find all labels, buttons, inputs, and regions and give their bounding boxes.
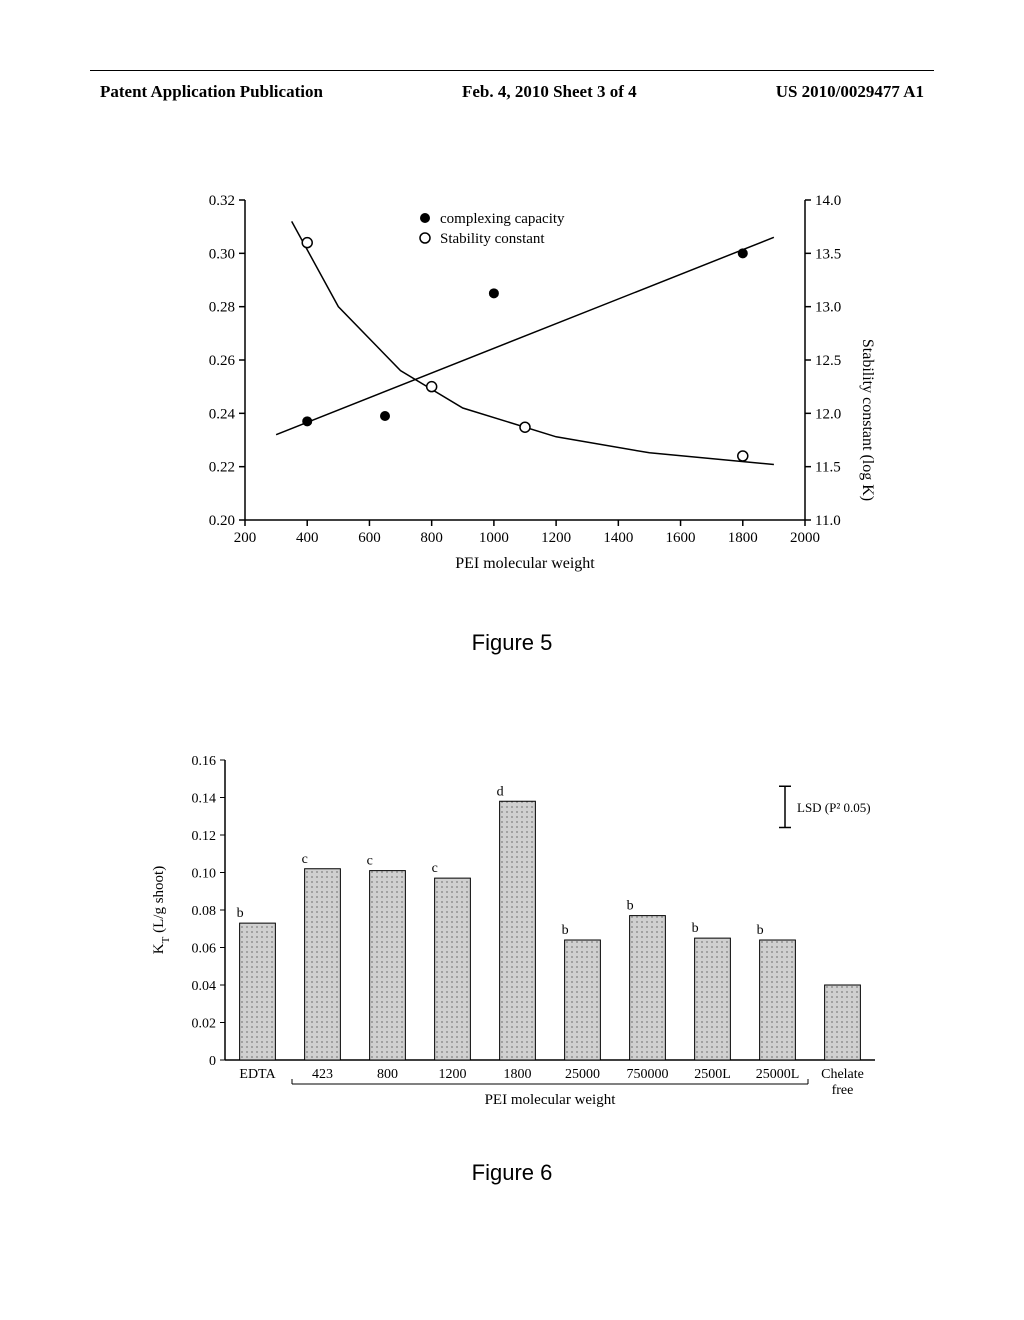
svg-text:0.30: 0.30	[209, 246, 235, 262]
svg-text:c: c	[302, 852, 308, 867]
svg-text:0.20: 0.20	[209, 513, 235, 529]
svg-text:b: b	[562, 923, 569, 938]
svg-text:0.22: 0.22	[209, 460, 235, 476]
svg-text:b: b	[692, 921, 699, 936]
svg-text:11.5: 11.5	[815, 460, 841, 476]
svg-text:1200: 1200	[541, 530, 571, 546]
svg-text:600: 600	[358, 530, 381, 546]
svg-text:25000L: 25000L	[756, 1067, 800, 1082]
svg-text:1400: 1400	[603, 530, 633, 546]
svg-text:0.08: 0.08	[192, 904, 217, 919]
svg-text:b: b	[627, 899, 634, 914]
svg-text:complexing capacity: complexing capacity	[440, 211, 565, 227]
svg-text:12.5: 12.5	[815, 353, 841, 369]
svg-text:1600: 1600	[666, 530, 696, 546]
svg-text:0.10: 0.10	[192, 867, 217, 882]
header-right: US 2010/0029477 A1	[776, 82, 924, 102]
page-header: Patent Application Publication Feb. 4, 2…	[0, 82, 1024, 102]
svg-text:750000: 750000	[627, 1067, 669, 1082]
svg-text:1800: 1800	[504, 1067, 532, 1082]
svg-text:EDTA: EDTA	[239, 1067, 276, 1082]
svg-text:c: c	[367, 854, 373, 869]
svg-text:Chelate: Chelate	[821, 1067, 864, 1082]
svg-text:0.26: 0.26	[209, 353, 236, 369]
svg-text:0.02: 0.02	[192, 1017, 217, 1032]
svg-text:800: 800	[377, 1067, 398, 1082]
svg-text:LSD (P² 0.05): LSD (P² 0.05)	[797, 800, 871, 815]
svg-text:0.12: 0.12	[192, 829, 217, 844]
svg-text:0.16: 0.16	[192, 754, 217, 769]
svg-text:0.32: 0.32	[209, 193, 235, 209]
header-left: Patent Application Publication	[100, 82, 323, 102]
svg-text:free: free	[832, 1083, 854, 1098]
figure-5-caption: Figure 5	[0, 630, 1024, 656]
svg-text:800: 800	[420, 530, 443, 546]
svg-text:1200: 1200	[439, 1067, 467, 1082]
svg-text:423: 423	[312, 1067, 333, 1082]
svg-text:Stability constant (log K): Stability constant (log K)	[859, 339, 875, 501]
figure-6-caption: Figure 6	[0, 1160, 1024, 1186]
svg-text:0.24: 0.24	[209, 406, 236, 422]
svg-text:1000: 1000	[479, 530, 509, 546]
svg-text:KT (L/g shoot): KT (L/g shoot)	[151, 866, 172, 954]
svg-text:PEI molecular weight: PEI molecular weight	[455, 555, 595, 572]
svg-text:25000: 25000	[565, 1067, 600, 1082]
svg-text:12.0: 12.0	[815, 406, 841, 422]
svg-text:1800: 1800	[728, 530, 758, 546]
svg-text:b: b	[757, 923, 764, 938]
svg-text:b: b	[237, 906, 244, 921]
figure-6-chart: 0 0.02 0.04 0.06 0.08 0.10 0.12 0.14 0.16 KT (L/g…	[135, 740, 895, 1140]
svg-text:0.06: 0.06	[192, 942, 217, 957]
svg-text:400: 400	[296, 530, 319, 546]
svg-text:13.5: 13.5	[815, 246, 841, 262]
svg-text:Stability constant: Stability constant	[440, 231, 545, 247]
figure-5-chart: 0.20 0.22 0.24 0.26 0.28 0.30 0.32 11.0 11.5 12.0…	[175, 180, 875, 600]
svg-text:14.0: 14.0	[815, 193, 841, 209]
svg-text:0.28: 0.28	[209, 300, 235, 316]
svg-text:2500L: 2500L	[694, 1067, 731, 1082]
svg-text:c: c	[432, 861, 438, 876]
header-center: Feb. 4, 2010 Sheet 3 of 4	[462, 82, 637, 102]
svg-text:11.0: 11.0	[815, 513, 841, 529]
svg-text:0: 0	[209, 1054, 216, 1069]
svg-text:13.0: 13.0	[815, 300, 841, 316]
svg-text:0.04: 0.04	[192, 979, 217, 994]
svg-text:0.14: 0.14	[192, 792, 217, 807]
svg-text:200: 200	[234, 530, 257, 546]
svg-text:d: d	[497, 784, 504, 799]
svg-text:2000: 2000	[790, 530, 820, 546]
svg-text:PEI molecular weight: PEI molecular weight	[485, 1092, 617, 1108]
